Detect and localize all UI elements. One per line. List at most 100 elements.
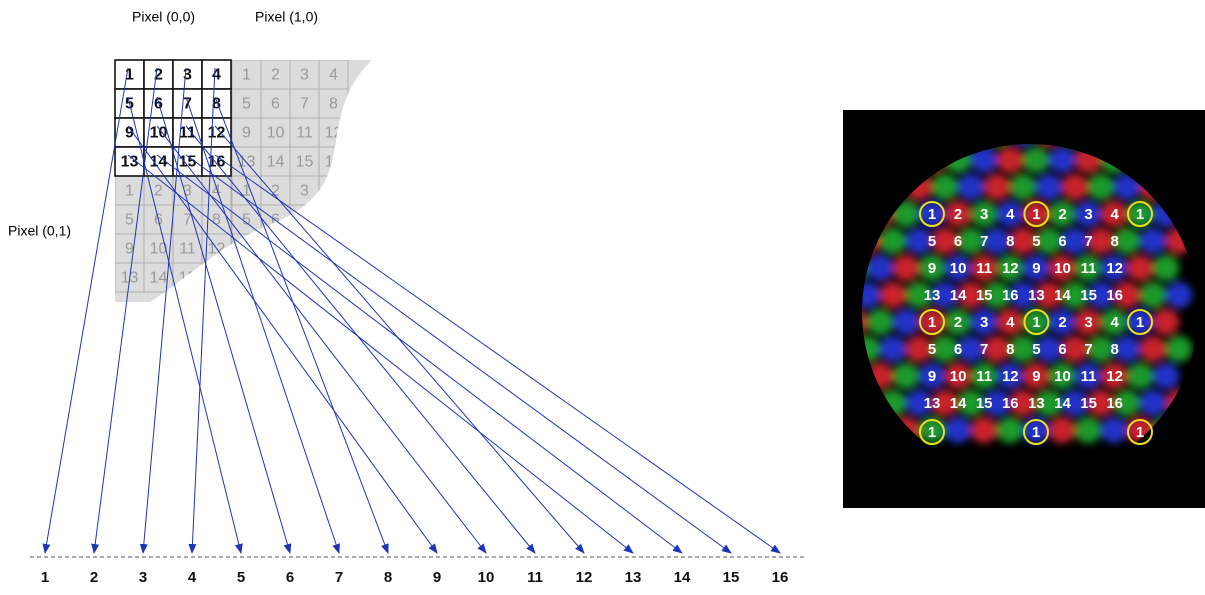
pixel-label: Pixel (0,0): [132, 9, 195, 25]
subpixel-glow: [1127, 309, 1153, 335]
arrow: [188, 67, 216, 554]
subpixel-glow: [1062, 336, 1088, 362]
subpixel-glow: [1114, 336, 1140, 362]
subpixel-glow: [1088, 336, 1114, 362]
mosaic-number: 3: [980, 206, 988, 223]
subpixel-glow: [1023, 363, 1049, 389]
subpixel-glow: [1036, 336, 1062, 362]
cell-number: 16: [325, 154, 343, 171]
mosaic-number: 1: [1136, 424, 1144, 441]
output-label: 1: [41, 569, 49, 586]
subpixel-glow: [958, 174, 984, 200]
mosaic-background: [843, 110, 1205, 508]
cell-number: 10: [267, 125, 285, 142]
mosaic-number: 2: [1058, 206, 1066, 223]
mosaic-number: 8: [1111, 233, 1119, 250]
subpixel-glow: [1036, 282, 1062, 308]
cell-number: 2: [271, 67, 280, 84]
arrow: [185, 96, 340, 554]
highlight-ring: [1127, 309, 1153, 335]
subpixel-glow: [1075, 417, 1101, 443]
mosaic-number: 13: [1028, 287, 1045, 304]
subpixel-glow: [906, 228, 932, 254]
highlight-ring: [1023, 201, 1050, 227]
subpixel-glow: [1075, 309, 1101, 335]
subpixel-glow: [1062, 228, 1088, 254]
subpixel-glow: [1101, 417, 1127, 443]
mosaic-number: 9: [1032, 368, 1040, 385]
subpixel-glow: [932, 174, 958, 200]
mosaic-number: 1: [928, 206, 936, 223]
mosaic-number: 8: [1006, 233, 1014, 250]
arrow: [127, 96, 243, 554]
mosaic-number: 2: [1058, 314, 1066, 331]
subpixel-glow: [1101, 309, 1127, 335]
subpixel-glow: [880, 282, 906, 308]
subpixel-glow: [1088, 282, 1114, 308]
subpixel-glow: [984, 282, 1010, 308]
mosaic-number: 4: [1111, 314, 1120, 331]
subpixel-glow: [958, 390, 984, 416]
mosaic-number: 6: [954, 233, 962, 250]
output-label: 15: [723, 569, 740, 586]
subpixel-glow: [1114, 228, 1140, 254]
subpixel-glow: [1140, 228, 1166, 254]
subpixel-glow: [932, 336, 958, 362]
subpixel-glow: [1140, 282, 1166, 308]
mosaic-number: 7: [1084, 341, 1092, 358]
subpixel-glow: [906, 336, 932, 362]
cell-number: 8: [329, 212, 338, 229]
mosaic-number: 12: [1106, 368, 1123, 385]
subpixel-glow: [1049, 417, 1075, 443]
subpixel-glow: [1036, 228, 1062, 254]
cell-number: 8: [212, 212, 221, 229]
mosaic-number: 15: [976, 395, 993, 412]
subpixel-glow: [1140, 336, 1166, 362]
cell-number: 9: [242, 125, 251, 142]
cell-number: 4: [212, 183, 221, 200]
subpixel-glow: [984, 336, 1010, 362]
mosaic-number: 14: [950, 287, 967, 304]
mosaic-number: 7: [980, 341, 988, 358]
subpixel-glow: [919, 417, 945, 443]
mosaic-number: 3: [980, 314, 988, 331]
subpixel-glow: [1166, 282, 1192, 308]
subpixel-glow: [1114, 390, 1140, 416]
cell-number: 3: [300, 67, 309, 84]
subpixel-glow: [1127, 255, 1153, 281]
subpixel-glow: [1101, 255, 1127, 281]
subpixel-glow: [945, 417, 971, 443]
mosaic-number: 11: [976, 260, 992, 277]
mosaic-number: 12: [1002, 260, 1019, 277]
subpixel-glow: [862, 282, 880, 308]
grid-cell: [318, 204, 349, 235]
output-label: 11: [527, 569, 543, 586]
output-label: 14: [674, 569, 691, 586]
cell-number: 14: [150, 270, 168, 287]
subpixel-glow: [1101, 201, 1127, 227]
grid-cell: [201, 117, 232, 148]
cell-number: 11: [296, 241, 313, 258]
cell-number: 1: [242, 67, 251, 84]
subpixel-glow: [1127, 363, 1153, 389]
output-label: 9: [433, 569, 441, 586]
cell-number: 7: [183, 96, 192, 113]
arrow: [139, 67, 187, 554]
cell-number: 14: [150, 154, 168, 171]
output-label: 7: [335, 569, 343, 586]
output-label: 3: [139, 569, 147, 586]
mosaic-number: 7: [1084, 233, 1092, 250]
cell-number: 10: [150, 241, 168, 258]
mosaic-number: 7: [980, 233, 988, 250]
grid-cell: [318, 262, 349, 293]
cell-number: 11: [179, 125, 196, 142]
mosaic-number: 14: [1054, 287, 1071, 304]
mosaic-number: 9: [928, 260, 936, 277]
subpixel-glow: [932, 390, 958, 416]
mosaic-number: 8: [1006, 341, 1014, 358]
cell-number: 3: [300, 183, 309, 200]
output-label: 13: [625, 569, 642, 586]
cell-number: 10: [150, 125, 168, 142]
subpixel-glow: [1153, 363, 1179, 389]
subpixel-glow: [945, 363, 971, 389]
